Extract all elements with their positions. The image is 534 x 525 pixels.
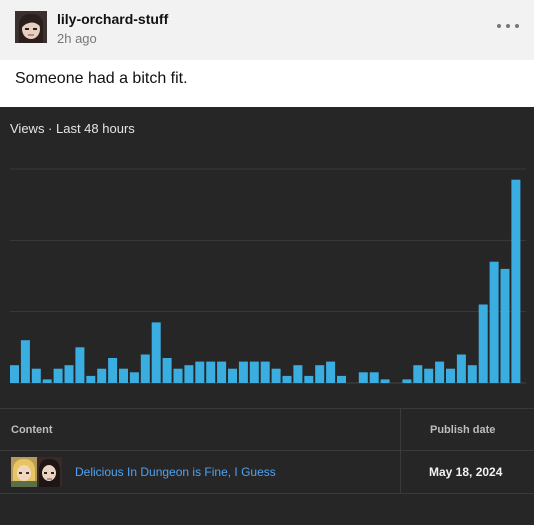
chart-bar-26[interactable] [293, 365, 303, 383]
analytics-panel: Views · Last 48 hours Content Publish da… [0, 107, 534, 525]
chart-bar-38[interactable] [424, 368, 434, 383]
chart-bar-4[interactable] [53, 368, 63, 383]
chart-bar-19[interactable] [217, 361, 227, 383]
post-text: Someone had a bitch fit. [15, 70, 188, 87]
chart-bar-30[interactable] [337, 375, 346, 383]
chart-bar-15[interactable] [173, 368, 183, 383]
chart-bar-10[interactable] [119, 368, 128, 383]
chart-bar-37[interactable] [413, 365, 423, 383]
post-timestamp: 2h ago [57, 31, 97, 46]
chart-bar-42[interactable] [467, 365, 477, 383]
chart-bar-0[interactable] [10, 365, 19, 383]
chart-bar-6[interactable] [75, 347, 85, 383]
chart-bar-13[interactable] [151, 322, 161, 383]
chart-bar-27[interactable] [304, 375, 314, 383]
chart-bar-11[interactable] [129, 372, 139, 383]
table-top-divider [0, 408, 534, 409]
chart-bar-16[interactable] [184, 365, 194, 383]
chart-bar-25[interactable] [282, 375, 292, 383]
column-divider [400, 409, 401, 493]
chart-bar-36[interactable] [402, 379, 412, 383]
views-bar-chart [10, 168, 526, 384]
chart-bar-1[interactable] [20, 340, 30, 383]
chart-bar-33[interactable] [369, 372, 379, 383]
table-header-divider [0, 450, 534, 451]
chart-bar-14[interactable] [162, 358, 172, 383]
chart-bar-43[interactable] [478, 304, 488, 384]
chart-bar-28[interactable] [315, 365, 325, 383]
chart-bar-21[interactable] [238, 361, 248, 383]
chart-bar-8[interactable] [97, 368, 107, 383]
chart-bar-41[interactable] [456, 354, 466, 384]
content-title-link[interactable]: Delicious In Dungeon is Fine, I Guess [75, 465, 276, 479]
chart-bar-18[interactable] [206, 361, 216, 383]
chart-bar-17[interactable] [195, 361, 205, 383]
more-options-icon[interactable] [497, 16, 519, 36]
publish-date: May 18, 2024 [429, 465, 503, 479]
chart-bar-34[interactable] [380, 379, 390, 383]
views-title: Views · Last 48 hours [10, 121, 135, 136]
chart-bar-20[interactable] [228, 368, 237, 383]
chart-bar-44[interactable] [489, 261, 499, 383]
chart-bar-3[interactable] [42, 379, 52, 383]
column-header-content[interactable]: Content [11, 424, 53, 436]
chart-bar-23[interactable] [260, 361, 270, 383]
chart-bar-45[interactable] [500, 268, 510, 383]
chart-bar-7[interactable] [86, 375, 96, 383]
chart-bar-5[interactable] [64, 365, 74, 383]
chart-bar-32[interactable] [358, 372, 368, 383]
chart-bar-24[interactable] [271, 368, 281, 383]
post-header: lily-orchard-stuff 2h ago [0, 0, 534, 60]
column-header-publish-date[interactable]: Publish date [430, 424, 496, 436]
chart-bar-46[interactable] [511, 179, 521, 383]
chart-bar-2[interactable] [31, 368, 41, 383]
avatar[interactable] [15, 11, 47, 43]
chart-bar-12[interactable] [140, 354, 150, 384]
content-thumbnail[interactable] [11, 457, 62, 487]
table-row-divider [0, 493, 534, 494]
chart-bar-39[interactable] [435, 361, 445, 383]
username[interactable]: lily-orchard-stuff [57, 11, 169, 27]
chart-bar-9[interactable] [108, 358, 118, 383]
chart-bar-40[interactable] [446, 368, 455, 383]
chart-bar-22[interactable] [249, 361, 259, 383]
chart-bar-29[interactable] [326, 361, 336, 383]
